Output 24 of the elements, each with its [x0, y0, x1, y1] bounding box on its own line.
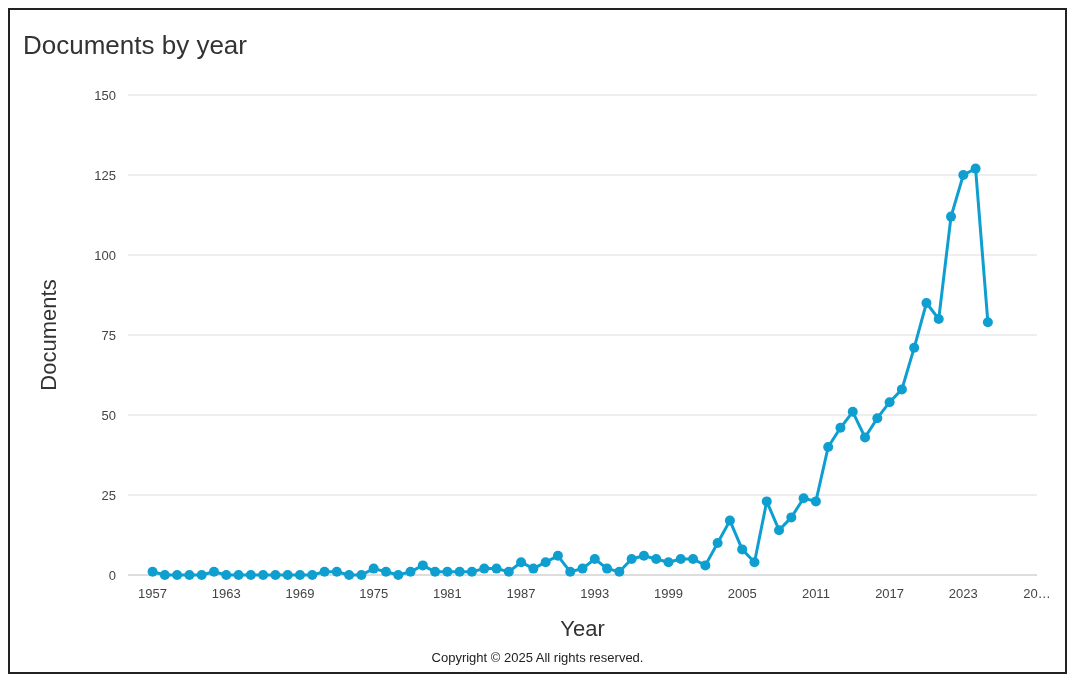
y-tick-label: 125 — [94, 167, 116, 183]
y-tick-label: 150 — [94, 87, 116, 103]
x-tick-label: 2011 — [801, 586, 830, 601]
x-tick-label: 2017 — [875, 586, 905, 601]
x-tick-label: 1981 — [432, 586, 462, 601]
x-tick-label: 1957 — [138, 586, 168, 601]
chart-title: Documents by year — [23, 30, 248, 60]
x-tick-label: 1993 — [580, 586, 610, 601]
x-axis-title: Year — [560, 616, 605, 641]
y-tick-label: 25 — [101, 487, 116, 503]
y-tick-label: 50 — [101, 407, 116, 423]
x-tick-label: 1987 — [506, 586, 536, 601]
y-tick-label: 0 — [108, 567, 116, 583]
x-tick-label: 1999 — [654, 586, 683, 601]
x-tick-label: 1969 — [285, 586, 315, 601]
x-tick-label: 2023 — [948, 586, 978, 601]
y-tick-label: 75 — [101, 327, 116, 343]
x-tick-label: 20… — [1023, 586, 1051, 601]
x-tick-label: 1975 — [359, 586, 389, 601]
text: Copyright © 2025 All rights reserved. — [431, 650, 644, 665]
y-axis-title: Documents — [36, 279, 61, 391]
y-tick-label: 100 — [94, 247, 116, 263]
x-tick-label: 1963 — [211, 586, 241, 601]
x-tick-label: 2005 — [727, 586, 757, 601]
